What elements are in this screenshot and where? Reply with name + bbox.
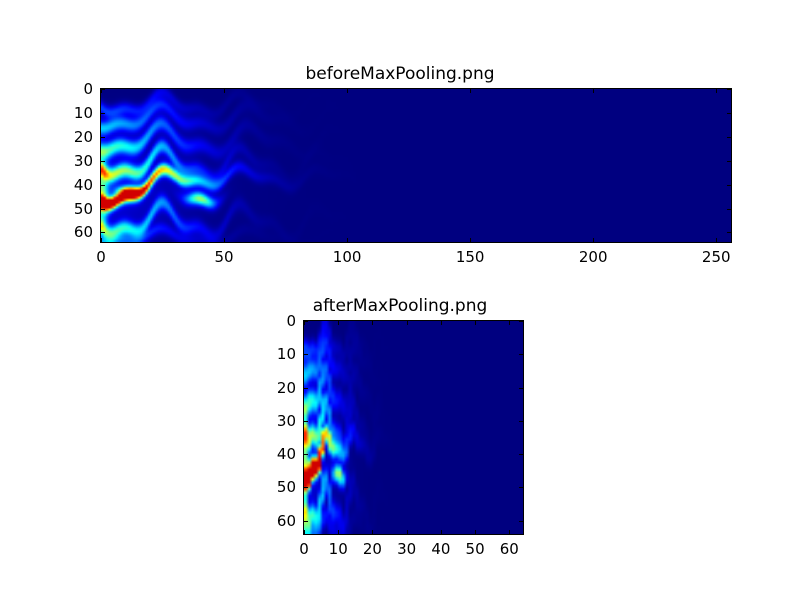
x-tick-mark [406, 530, 408, 534]
x-tick-label: 20 [362, 540, 382, 558]
y-tick-label: 20 [73, 127, 93, 146]
x-tick-mark-top [304, 321, 305, 325]
x-tick-mark [304, 530, 305, 534]
y-tick-mark [304, 454, 308, 456]
x-tick-mark [440, 530, 442, 534]
y-tick-mark [101, 136, 105, 138]
y-tick-mark-right [519, 321, 523, 322]
x-tick-mark-top [440, 321, 442, 325]
y-tick-label: 50 [73, 199, 93, 218]
heatmap-after-max-pooling [303, 320, 524, 535]
y-tick-label: 10 [73, 103, 93, 122]
y-tick-mark [101, 232, 105, 234]
x-tick-mark-top [338, 321, 340, 325]
y-tick-mark-right [519, 420, 523, 422]
x-tick-mark [470, 238, 472, 242]
y-tick-label: 60 [276, 511, 296, 530]
y-tick-mark-right [727, 232, 731, 234]
page-title-bottom: afterMaxPooling.png [312, 296, 488, 316]
x-tick-label: 40 [431, 540, 451, 558]
x-tick-mark [509, 530, 511, 534]
heatmap-before-max-pooling [100, 88, 732, 243]
y-tick-mark-right [519, 454, 523, 456]
subplot-before-max-pooling: beforeMaxPooling.png 0 50 100 150 200 250 0 10 2… [0, 0, 800, 280]
x-tick-mark [716, 238, 718, 242]
y-tick-label: 30 [73, 151, 93, 170]
x-tick-label: 100 [332, 248, 362, 266]
x-tick-label: 60 [499, 540, 519, 558]
y-tick-mark [304, 420, 308, 422]
y-tick-mark-right [519, 520, 523, 522]
x-tick-label: 200 [578, 248, 608, 266]
y-tick-label: 0 [286, 312, 296, 330]
x-tick-mark-top [372, 321, 374, 325]
x-tick-mark-top [347, 89, 349, 93]
x-tick-mark-top [470, 89, 472, 93]
y-tick-mark-right [727, 184, 731, 186]
page-title-top: beforeMaxPooling.png [305, 64, 495, 84]
heatmap-canvas-top [101, 89, 731, 242]
x-tick-label: 0 [96, 248, 106, 266]
x-tick-mark-top [593, 89, 595, 93]
x-tick-mark [101, 238, 102, 242]
y-tick-label: 40 [73, 175, 93, 194]
x-tick-mark [475, 530, 477, 534]
y-tick-mark [304, 321, 308, 322]
x-tick-label: 30 [397, 540, 417, 558]
x-tick-mark-top [509, 321, 511, 325]
heatmap-canvas-bottom [304, 321, 523, 534]
x-tick-label: 50 [465, 540, 485, 558]
y-tick-mark-right [727, 208, 731, 210]
y-tick-mark [101, 208, 105, 210]
y-tick-label: 0 [83, 80, 93, 98]
x-tick-mark [338, 530, 340, 534]
x-tick-mark-top [716, 89, 718, 93]
y-tick-mark [101, 89, 105, 90]
y-tick-label: 50 [276, 478, 296, 497]
x-tick-label: 150 [455, 248, 485, 266]
y-tick-mark-right [727, 112, 731, 114]
x-tick-mark-top [406, 321, 408, 325]
y-tick-mark [101, 112, 105, 114]
x-tick-label: 250 [701, 248, 731, 266]
x-tick-mark-top [475, 321, 477, 325]
y-tick-mark [304, 520, 308, 522]
x-tick-label: 50 [214, 248, 234, 266]
y-tick-mark-right [519, 487, 523, 489]
x-tick-mark [347, 238, 349, 242]
x-tick-mark-top [101, 89, 102, 93]
y-tick-mark-right [519, 387, 523, 389]
x-tick-label: 10 [328, 540, 348, 558]
y-tick-label: 10 [276, 345, 296, 364]
y-tick-label: 30 [276, 411, 296, 430]
x-tick-mark [224, 238, 226, 242]
y-tick-label: 40 [276, 445, 296, 464]
y-tick-label: 20 [276, 378, 296, 397]
y-tick-mark-right [727, 160, 731, 162]
y-tick-mark [304, 387, 308, 389]
y-tick-mark-right [727, 136, 731, 138]
y-tick-mark [101, 160, 105, 162]
y-tick-mark [304, 487, 308, 489]
y-tick-mark [101, 184, 105, 186]
x-tick-mark-top [224, 89, 226, 93]
y-tick-mark-right [727, 89, 731, 90]
x-tick-mark [593, 238, 595, 242]
subplot-after-max-pooling: afterMaxPooling.png 0 10 20 30 40 50 60 0 10 20 30… [0, 280, 800, 600]
y-tick-mark-right [519, 354, 523, 356]
y-tick-label: 60 [73, 223, 93, 242]
y-tick-mark [304, 354, 308, 356]
x-tick-mark [372, 530, 374, 534]
x-tick-label: 0 [299, 540, 309, 558]
